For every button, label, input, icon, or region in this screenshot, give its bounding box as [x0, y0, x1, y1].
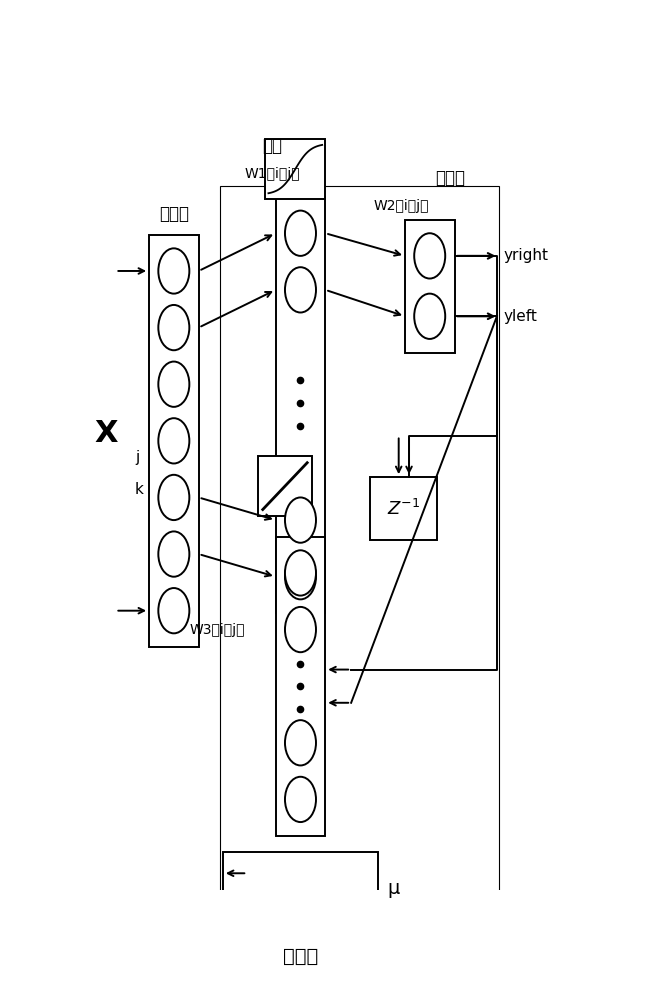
Circle shape: [158, 418, 189, 463]
Circle shape: [158, 475, 189, 520]
Bar: [405, 220, 454, 353]
Text: yleft: yleft: [504, 309, 538, 324]
Circle shape: [285, 267, 316, 312]
Circle shape: [285, 777, 316, 822]
Text: 输出层: 输出层: [436, 169, 466, 187]
Bar: [275, 197, 325, 613]
Circle shape: [414, 233, 446, 279]
Bar: [220, 186, 500, 929]
Circle shape: [158, 588, 189, 633]
Circle shape: [158, 305, 189, 350]
Circle shape: [285, 720, 316, 765]
Bar: [275, 537, 325, 836]
Text: k: k: [135, 482, 144, 497]
Circle shape: [285, 497, 316, 543]
Circle shape: [285, 554, 316, 599]
Bar: [149, 235, 199, 647]
Text: W2（i，j）: W2（i，j）: [374, 199, 429, 213]
Text: 承接层: 承接层: [283, 947, 318, 966]
Text: j: j: [135, 450, 139, 465]
Text: 隐层: 隐层: [262, 137, 282, 155]
Circle shape: [158, 531, 189, 577]
Bar: [258, 456, 312, 516]
Circle shape: [285, 211, 316, 256]
Bar: [370, 477, 438, 540]
Bar: [265, 139, 325, 199]
Circle shape: [285, 607, 316, 652]
Circle shape: [158, 362, 189, 407]
Bar: [223, 852, 378, 925]
Circle shape: [158, 248, 189, 294]
Text: X: X: [95, 419, 118, 448]
Text: μ: μ: [388, 879, 400, 898]
Text: $Z^{-1}$: $Z^{-1}$: [387, 499, 421, 519]
Text: W3（i，j）: W3（i，j）: [190, 623, 245, 637]
Text: W1（i，j）: W1（i，j）: [244, 167, 300, 181]
Text: 输入层: 输入层: [159, 205, 189, 223]
Circle shape: [414, 294, 446, 339]
Circle shape: [285, 550, 316, 596]
Text: yright: yright: [504, 248, 549, 263]
